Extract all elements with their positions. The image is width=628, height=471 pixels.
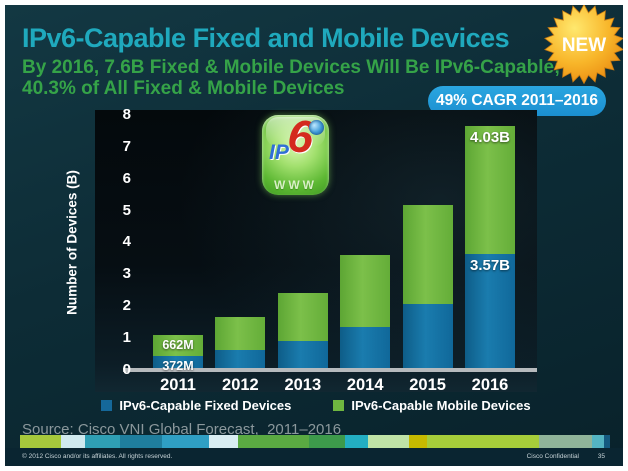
y-axis-tick-3: 3: [122, 265, 131, 283]
subtitle-line-1: By 2016, 7.6B Fixed & Mobile Devices Wil…: [22, 57, 561, 78]
cagr-badge-label: 49% CAGR 2011–2016: [435, 92, 598, 109]
bar-fixed-2012: [215, 350, 266, 368]
color-strip-segment: [61, 435, 85, 448]
y-axis-tick-6: 6: [122, 169, 131, 187]
y-axis-tick-7: 7: [122, 137, 131, 155]
bar-value-label-mobile-2011: 662M: [162, 338, 194, 353]
chart-legend: IPv6-Capable Fixed Devices IPv6-Capable M…: [95, 398, 537, 413]
bar-fixed-2014: [340, 326, 391, 368]
bar-fixed-2015: [402, 304, 453, 368]
color-strip-segment: [592, 435, 605, 448]
bar-value-label-mobile-2016: 4.03B: [469, 128, 511, 146]
source-note: Source: Cisco VNI Global Forecast, 2011–…: [22, 421, 342, 438]
logo-www: WWW: [274, 178, 317, 192]
bar-mobile-2013: [277, 293, 328, 341]
slide-title: IPv6-Capable Fixed and Mobile Devices: [22, 23, 510, 53]
bar-value-label-fixed-2016: 3.57B: [469, 257, 511, 275]
y-axis-tick-8: 8: [122, 105, 131, 123]
legend-label: IPv6-Capable Mobile Devices: [351, 398, 531, 413]
x-axis-label-2016: 2016: [471, 376, 509, 394]
bar-fixed-2016: [465, 254, 515, 368]
y-axis-tick-5: 5: [122, 201, 131, 219]
color-strip-segment: [238, 435, 310, 448]
x-axis-label-2013: 2013: [284, 376, 322, 394]
bar-mobile-2012: [215, 316, 266, 351]
bar-mobile-2015: [402, 205, 453, 305]
y-axis-tick-2: 2: [122, 297, 131, 315]
color-strip-segment: [208, 435, 239, 448]
logo-ip: IP: [269, 141, 289, 164]
color-strip-segment: [309, 435, 345, 448]
bar-mobile-2011: [153, 335, 203, 357]
legend-swatch-icon: [333, 400, 345, 411]
color-strip-segment: [604, 435, 610, 448]
new-starburst-badge: NEW: [544, 5, 623, 84]
color-strip-segment: [120, 435, 162, 448]
color-strip-segment: [161, 435, 209, 448]
color-strip-segment: [20, 435, 62, 448]
x-axis-label-2011: 2011: [160, 376, 196, 394]
x-axis-label-2015: 2015: [409, 376, 446, 394]
bar-value-label-fixed-2011: 372M: [162, 359, 194, 374]
x-axis-label-2012: 2012: [222, 376, 259, 394]
slide-background: IPv6-Capable Fixed and Mobile Devices By…: [5, 5, 623, 466]
copyright-text: © 2012 Cisco and/or its affiliates. All …: [22, 453, 173, 460]
legend-item: IPv6-Capable Fixed Devices: [101, 398, 291, 413]
legend-item: IPv6-Capable Mobile Devices: [333, 398, 531, 413]
color-strip-segment: [427, 435, 540, 448]
color-strip-segment: [344, 435, 369, 448]
starburst-shape: [544, 5, 623, 84]
slide-subtitle: By 2016, 7.6B Fixed & Mobile Devices Wil…: [22, 57, 560, 99]
legend-label: IPv6-Capable Fixed Devices: [119, 398, 292, 413]
x-axis-label-2014: 2014: [346, 376, 384, 394]
bar-fixed-2013: [277, 340, 328, 368]
bar-fixed-2011: [153, 356, 203, 368]
chart-plot-area: 6 IP WWW 0 1 2 3 4 5 6 7 8 372M 662M 2011 2012 2013 20…: [95, 106, 537, 394]
page-number: 35: [597, 453, 605, 460]
confidential-label: Cisco Confidential: [526, 453, 579, 460]
bar-mobile-2014: [340, 254, 391, 327]
ipv6-logo: 6 IP WWW: [262, 115, 329, 195]
subtitle-line-2: 40.3% of All Fixed & Mobile Devices: [22, 78, 345, 99]
color-strip-segment: [409, 435, 428, 448]
cisco-color-strip: [20, 435, 610, 448]
x-axis-baseline: [123, 368, 537, 372]
color-strip-segment: [84, 435, 121, 448]
color-strip-segment: [368, 435, 410, 448]
y-axis-tick-1: 1: [122, 329, 131, 347]
y-axis-tick-0: 0: [122, 361, 131, 378]
y-axis-tick-4: 4: [122, 233, 131, 251]
color-strip-segment: [539, 435, 593, 448]
legend-swatch-icon: [101, 400, 113, 411]
bar-mobile-2016: [465, 125, 515, 255]
new-badge-label: NEW: [562, 35, 606, 56]
globe-icon: [309, 120, 324, 135]
footer-band: [5, 448, 623, 466]
